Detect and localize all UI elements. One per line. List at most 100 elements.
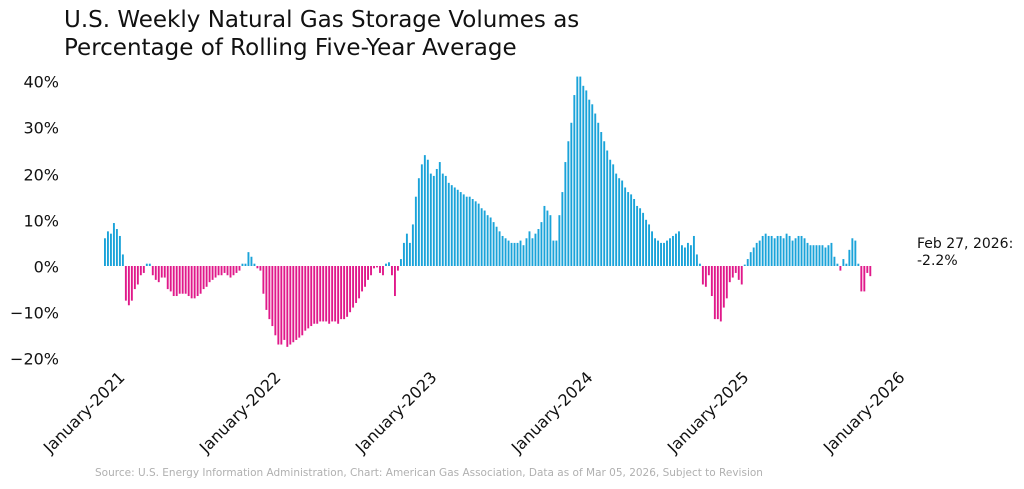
bar-negative [382, 266, 384, 276]
bar-negative [235, 266, 238, 273]
bar-positive [561, 192, 564, 266]
bar-negative [199, 266, 202, 294]
bar-positive [507, 240, 510, 266]
bar-negative [268, 266, 271, 320]
bar-positive [465, 196, 468, 266]
bar-positive [833, 256, 836, 266]
bar-negative [301, 266, 304, 336]
bar-positive [594, 113, 597, 266]
chart-title-line-1: U.S. Weekly Natural Gas Storage Volumes … [64, 7, 580, 33]
bar-negative [292, 266, 295, 343]
bar-positive [438, 162, 441, 266]
annotation-date: Feb 27, 2026: [917, 236, 1014, 252]
bar-positive [824, 247, 827, 266]
bar-negative [256, 266, 259, 269]
bar-positive [812, 245, 815, 266]
bar-positive [800, 235, 803, 266]
bar-positive [411, 224, 414, 266]
bar-positive [552, 240, 555, 266]
bar-positive [516, 242, 519, 266]
bar-positive [414, 196, 417, 266]
bar-negative [208, 266, 211, 283]
bar-positive [686, 242, 689, 266]
bar-positive [797, 235, 800, 266]
bar-positive [471, 199, 474, 266]
bar-positive [770, 235, 773, 266]
bar-positive [663, 242, 665, 266]
bar-positive [459, 192, 462, 266]
bar-positive [743, 264, 746, 266]
bar-positive [666, 240, 668, 266]
bar-positive [746, 259, 749, 266]
bar-positive [426, 159, 429, 266]
bar-positive [582, 85, 585, 266]
bar-positive [441, 173, 444, 266]
bar-positive [498, 231, 501, 266]
y-tick-label: −20% [10, 349, 59, 369]
bar-negative [364, 266, 366, 287]
bar-negative [860, 266, 863, 292]
bar-positive [253, 263, 256, 266]
bar-positive [636, 205, 639, 266]
bar-positive [803, 238, 806, 266]
bar-positive [794, 238, 797, 266]
bar-positive [851, 238, 854, 266]
bar-positive [767, 235, 770, 266]
bar-positive [579, 76, 582, 266]
bar-positive [672, 235, 674, 266]
bar-positive [621, 180, 624, 266]
bar-negative [298, 266, 301, 338]
bar-positive [549, 215, 552, 266]
bar-positive [121, 254, 124, 266]
bar-positive [483, 210, 486, 266]
bar-positive [827, 245, 830, 266]
bar-positive [606, 150, 609, 266]
bar-positive [453, 187, 456, 266]
bar-negative [226, 266, 229, 276]
bar-positive [555, 240, 558, 266]
bar-negative [394, 266, 396, 297]
bar-negative [373, 266, 375, 269]
bar-negative [274, 266, 277, 336]
bar-positive [399, 259, 402, 266]
bar-positive [854, 240, 857, 266]
chart-title-line-2: Percentage of Rolling Five-Year Average [64, 35, 517, 61]
bar-positive [624, 187, 627, 266]
bar-positive [651, 231, 654, 266]
bar-negative [295, 266, 298, 340]
bar-positive [504, 238, 507, 266]
bar-negative [223, 266, 226, 273]
bar-positive [591, 104, 594, 266]
bar-positive [836, 263, 839, 266]
bar-negative [325, 266, 328, 322]
bar-positive [657, 240, 659, 266]
bar-positive [537, 229, 540, 266]
bar-negative [704, 266, 707, 287]
bar-positive [821, 245, 824, 266]
annotation-value: -2.2% [917, 253, 958, 269]
bar-positive [698, 263, 701, 266]
bar-positive [857, 263, 860, 266]
bar-negative [277, 266, 280, 345]
bar-positive [678, 231, 680, 266]
bar-negative [337, 266, 340, 324]
bar-negative [322, 266, 325, 322]
bar-negative [196, 266, 199, 297]
bar-negative [130, 266, 133, 301]
bar-positive [585, 90, 588, 266]
bar-negative [343, 266, 346, 320]
y-tick-label: −10% [10, 303, 59, 323]
bar-negative [710, 266, 713, 297]
bar-positive [809, 245, 812, 266]
bar-positive [408, 242, 411, 266]
bar-positive [642, 212, 645, 266]
bar-positive [104, 238, 106, 266]
bar-positive [681, 245, 683, 266]
bar-positive [510, 242, 513, 266]
bar-negative [340, 266, 343, 320]
bar-positive [492, 222, 495, 266]
bar-positive [648, 224, 651, 266]
bar-negative [866, 266, 869, 273]
bar-negative [361, 266, 364, 292]
bar-negative [136, 266, 139, 285]
